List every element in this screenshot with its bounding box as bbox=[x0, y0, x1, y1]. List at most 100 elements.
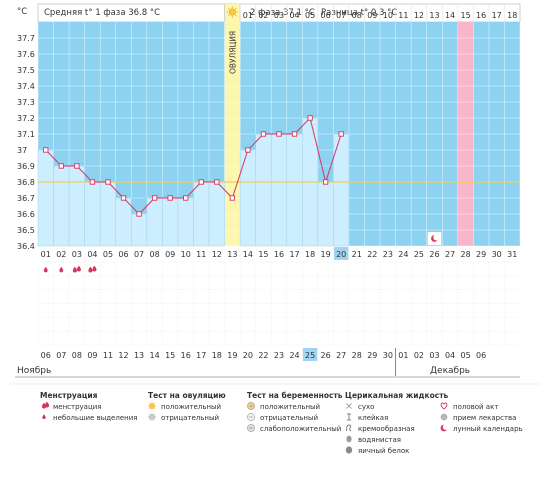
sun-core bbox=[149, 414, 155, 420]
sun-icon bbox=[226, 6, 238, 18]
temperature-bar bbox=[53, 165, 70, 247]
drop-shape bbox=[44, 401, 50, 408]
top-day-number: 04 bbox=[289, 11, 299, 20]
legend-title: Тест на беременность bbox=[247, 391, 343, 400]
y-tick-label: 36.8 bbox=[17, 178, 35, 187]
cycle-day-label: 12 bbox=[212, 250, 222, 259]
y-tick-label: 37.2 bbox=[17, 114, 35, 123]
top-day-number: 03 bbox=[274, 11, 284, 20]
cycle-day-label: 22 bbox=[367, 250, 377, 259]
menstruation-icon bbox=[88, 266, 93, 273]
highlighted-date-marker bbox=[302, 348, 318, 361]
date-label: 12 bbox=[118, 351, 128, 360]
legend-item-label: сухо bbox=[358, 403, 374, 411]
date-label: 06 bbox=[41, 351, 51, 360]
top-day-number: 13 bbox=[429, 11, 439, 20]
temperature-bar bbox=[255, 133, 272, 247]
date-label: 14 bbox=[150, 351, 160, 360]
y-tick-label: 37.1 bbox=[17, 130, 35, 139]
month-label-start: Ноябрь bbox=[17, 366, 51, 376]
water-drop bbox=[346, 435, 352, 443]
legend-title: Тест на овуляцию bbox=[148, 391, 226, 400]
date-row: 06 07 08 09 11 12 13 14 15 16 17 18 19 20 22 23 24 25 26 27… bbox=[15, 348, 520, 378]
date-label: 19 bbox=[227, 351, 237, 360]
sun-ray bbox=[148, 419, 150, 421]
y-tick-label: 36.9 bbox=[17, 162, 35, 171]
top-day-number: 07 bbox=[336, 11, 346, 20]
symptom-grid bbox=[37, 261, 521, 346]
temperature-point bbox=[276, 131, 282, 137]
small-discharge-icon bbox=[43, 267, 48, 273]
cycle-day-label: 29 bbox=[476, 250, 486, 259]
heart-shape bbox=[440, 402, 448, 410]
date-label: 17 bbox=[196, 351, 206, 360]
small-discharge-icon bbox=[59, 267, 64, 273]
temperature-point bbox=[338, 131, 344, 137]
y-tick-label: 37.4 bbox=[17, 82, 35, 91]
temperature-bar bbox=[286, 133, 303, 247]
legend-item-label: положительный bbox=[260, 403, 320, 411]
y-tick-label: 37.6 bbox=[17, 50, 35, 59]
legend-item-label: положительный bbox=[161, 403, 221, 411]
top-day-number: 14 bbox=[445, 11, 455, 20]
menstruation-icon bbox=[72, 266, 77, 273]
egg bbox=[345, 446, 353, 454]
temperature-point bbox=[120, 195, 127, 201]
creamy-icon bbox=[346, 424, 352, 432]
dry-icon bbox=[346, 403, 352, 409]
cycle-day-label: 24 bbox=[398, 250, 408, 259]
top-day-number: 10 bbox=[383, 11, 393, 20]
date-label: 02 bbox=[414, 351, 424, 360]
drop-shape bbox=[42, 414, 46, 420]
temperature-bar bbox=[84, 181, 101, 247]
legend-item-label: отрицательный bbox=[260, 414, 318, 422]
date-label: 22 bbox=[258, 351, 268, 360]
top-day-number: 16 bbox=[476, 11, 486, 20]
sticky-icon bbox=[347, 413, 351, 421]
legend-title: Менструация bbox=[40, 391, 98, 400]
temperature-point bbox=[105, 179, 111, 185]
top-day-number: 17 bbox=[492, 11, 502, 20]
temperature-bars bbox=[37, 117, 350, 247]
sun-ray bbox=[228, 7, 230, 10]
chart-header: °C Средняя t° 1 фаза 36.8 °C 2 фаза 37.1… bbox=[17, 7, 397, 18]
temperature-point bbox=[291, 131, 298, 137]
cycle-day-label: 17 bbox=[289, 250, 299, 259]
top-day-number: 11 bbox=[398, 11, 408, 20]
legend: Менструация менструация небольшие выделени… bbox=[10, 383, 540, 455]
cycle-day-label: 04 bbox=[87, 250, 97, 259]
legend-item-label: половой акт bbox=[453, 403, 498, 411]
cycle-day-label: 03 bbox=[72, 250, 82, 259]
cycle-day-label: 31 bbox=[507, 250, 517, 259]
cycle-day-label: 11 bbox=[196, 250, 206, 259]
top-day-number: 01 bbox=[243, 11, 253, 20]
legend-item-label: кремообразная bbox=[358, 425, 415, 433]
sun-ray bbox=[235, 7, 237, 10]
cycle-day-label: 07 bbox=[134, 250, 144, 259]
date-label: 30 bbox=[383, 351, 393, 360]
temperature-point bbox=[307, 115, 313, 121]
temperature-point bbox=[167, 195, 173, 201]
phase2-average: 2 фаза 37.1 °C bbox=[250, 8, 315, 18]
sun-ray bbox=[148, 402, 150, 404]
temperature-bar bbox=[37, 149, 54, 247]
test-positive-icon bbox=[247, 402, 255, 410]
moon-cut bbox=[442, 424, 449, 430]
y-tick-label: 36.7 bbox=[17, 194, 35, 203]
legend-item-label: лунный календарь bbox=[453, 425, 523, 433]
moon-cut bbox=[433, 234, 440, 241]
date-label: 26 bbox=[321, 351, 331, 360]
cycle-day-label: 21 bbox=[352, 250, 362, 259]
temperature-point bbox=[198, 179, 204, 185]
date-label: 15 bbox=[165, 351, 175, 360]
date-label: 13 bbox=[134, 351, 144, 360]
sun-ray bbox=[154, 402, 156, 404]
sun-ray bbox=[154, 413, 156, 415]
date-label: 01 bbox=[398, 351, 408, 360]
temperature-point bbox=[151, 195, 158, 201]
cycle-day-label: 01 bbox=[41, 250, 51, 259]
top-day-number: 12 bbox=[414, 11, 424, 20]
temperature-bar bbox=[131, 213, 148, 247]
cycle-day-label: 26 bbox=[429, 250, 439, 259]
